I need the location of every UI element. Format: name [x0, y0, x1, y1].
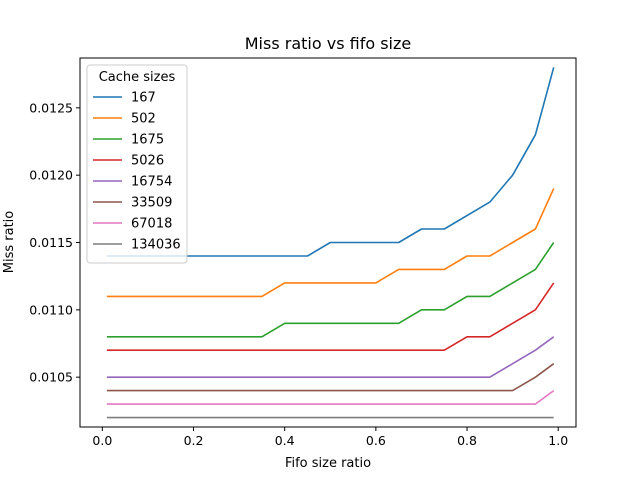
legend-label-67018: 67018	[131, 217, 172, 232]
series-line-67018	[106, 389, 555, 405]
legend-label-167: 167	[131, 91, 156, 106]
x-tick-label: 1.0	[548, 433, 568, 448]
legend-label-1675: 1675	[131, 133, 164, 148]
legend-label-33509: 33509	[131, 196, 172, 211]
legend: Cache sizes 167 502 1675 5026 16754 33509 6701…	[86, 64, 188, 264]
x-axis-title: Fifo size ratio	[285, 456, 371, 471]
legend-label-5026: 5026	[131, 154, 164, 169]
series-line-502	[106, 188, 555, 298]
y-tick-label: 0.0110	[29, 302, 73, 317]
legend-label-16754: 16754	[131, 175, 172, 190]
legend-label-134036: 134036	[131, 238, 181, 253]
legend-title: Cache sizes	[99, 70, 176, 85]
y-tick-label: 0.0105	[29, 370, 73, 385]
x-tick-label: 0.6	[366, 433, 386, 448]
x-tick-label: 0.0	[92, 433, 112, 448]
y-tick-label: 0.0115	[29, 235, 73, 250]
chart-title: Miss ratio vs fifo size	[245, 34, 411, 53]
series-line-5026	[106, 282, 555, 352]
y-axis-title: Miss ratio	[2, 211, 17, 274]
x-tick-label: 0.8	[457, 433, 477, 448]
x-tick-label: 0.2	[184, 433, 204, 448]
plot-frame	[79, 57, 577, 428]
legend-label-502: 502	[131, 112, 156, 127]
legend-box	[86, 64, 188, 264]
x-tick-label: 0.4	[275, 433, 295, 448]
series-line-1675	[106, 242, 555, 338]
axis-ticks: 0.0 0.2 0.4 0.6 0.8 1.0 0.0105 0.0110 0.0115 0.01…	[29, 100, 568, 448]
series-line-33509	[106, 363, 555, 392]
series-line-16754	[106, 336, 555, 379]
y-tick-label: 0.0125	[29, 100, 73, 115]
y-tick-label: 0.0120	[29, 168, 73, 183]
